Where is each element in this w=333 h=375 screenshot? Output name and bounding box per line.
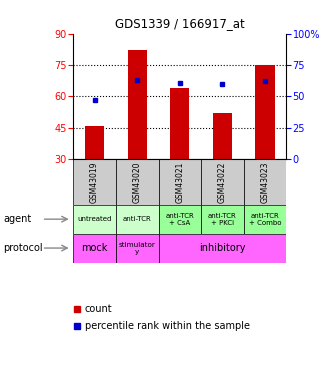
Text: GDS1339 / 166917_at: GDS1339 / 166917_at: [115, 17, 245, 30]
Bar: [159, 234, 286, 262]
Bar: [116, 234, 159, 262]
Text: untreated: untreated: [77, 216, 112, 222]
Text: anti-TCR
+ PKCi: anti-TCR + PKCi: [208, 213, 237, 226]
Bar: [73, 159, 116, 205]
Text: percentile rank within the sample: percentile rank within the sample: [85, 321, 250, 331]
Bar: [244, 205, 286, 234]
Bar: [255, 65, 275, 159]
Bar: [201, 159, 244, 205]
Text: mock: mock: [81, 243, 108, 253]
Bar: [201, 205, 244, 234]
Bar: [244, 159, 286, 205]
Text: GSM43020: GSM43020: [133, 161, 142, 202]
Text: GSM43023: GSM43023: [260, 161, 270, 202]
Text: protocol: protocol: [3, 243, 43, 253]
Text: stimulator
y: stimulator y: [119, 242, 156, 255]
Text: GSM43022: GSM43022: [218, 161, 227, 202]
Bar: [170, 88, 189, 159]
Text: anti-TCR
+ CsA: anti-TCR + CsA: [166, 213, 194, 226]
Bar: [116, 205, 159, 234]
Text: GSM43021: GSM43021: [175, 161, 184, 202]
Text: anti-TCR: anti-TCR: [123, 216, 152, 222]
Bar: [116, 159, 159, 205]
Text: inhibitory: inhibitory: [199, 243, 246, 253]
Bar: [85, 126, 104, 159]
Bar: [73, 234, 116, 262]
Text: agent: agent: [3, 214, 32, 224]
Text: count: count: [85, 304, 113, 314]
Text: GSM43019: GSM43019: [90, 161, 99, 202]
Bar: [159, 205, 201, 234]
Bar: [128, 51, 147, 159]
Text: anti-TCR
+ Combo: anti-TCR + Combo: [249, 213, 281, 226]
Bar: [213, 113, 232, 159]
Bar: [73, 205, 116, 234]
Bar: [159, 159, 201, 205]
